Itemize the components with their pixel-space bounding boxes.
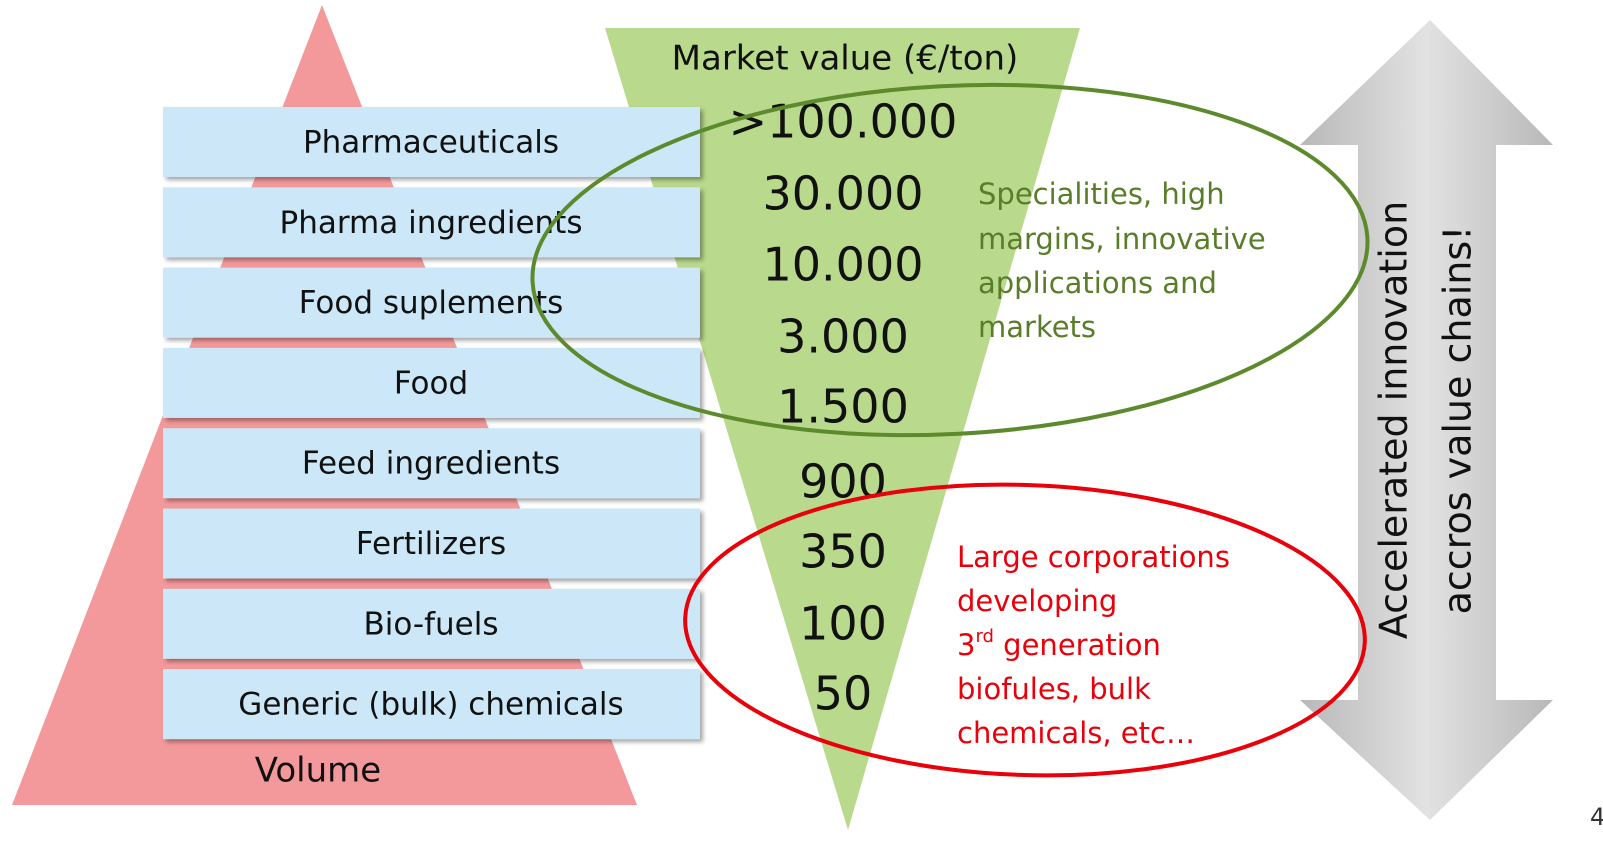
level-value: >100.000 [729,95,958,149]
arrow-text: Accelerated innovation accros value chai… [1372,201,1480,639]
market-value-title: Market value (€/ton) [672,39,1019,79]
green-ellipse [530,82,1370,438]
volume-label: Volume [255,751,381,791]
red-note: Large corporations developing 3rd genera… [957,540,1230,750]
level-label: Generic (bulk) chemicals [238,687,623,723]
level-box [163,669,700,740]
level-box [163,508,700,579]
level-value: 10.000 [763,238,924,292]
level-value: 30.000 [763,167,924,221]
level-box [163,107,700,177]
level-box [163,588,700,659]
level-value: 50 [814,667,873,721]
note-line: Large corporations [957,540,1230,574]
note-line: 3rd generation [957,626,1161,662]
arrow-line: accros value chains! [1436,226,1480,615]
level-value: 350 [799,525,887,579]
page-number: 4 [1590,803,1603,831]
level-box [163,428,700,499]
levels: Pharmaceuticals Pharma ingredients Food su… [163,107,700,740]
level-label: Feed ingredients [302,446,560,482]
note-line: biofules, bulk [957,672,1151,706]
level-value: 900 [799,455,887,509]
note-text: generation [994,628,1161,662]
level-box [163,347,700,418]
level-label: Food suplements [299,285,564,321]
level-value: 100 [799,597,887,651]
level-label: Bio-fuels [363,606,498,642]
level-value: 3.000 [777,310,909,364]
level-label: Food [394,365,468,401]
arrow-line: Accelerated innovation [1372,201,1416,639]
note-line: markets [978,310,1096,344]
level-label: Fertilizers [356,526,506,562]
level-box [163,267,700,338]
red-ellipse [683,482,1367,778]
level-value: 1.500 [777,380,909,434]
double-arrow [1300,20,1553,820]
level-label: Pharma ingredients [280,205,583,241]
level-box [163,187,700,258]
value-triangle [605,28,1080,830]
level-label: Pharmaceuticals [303,125,559,161]
note-line: margins, innovative [978,222,1266,256]
green-note: Specialities, high margins, innovative a… [978,177,1266,344]
note-line: developing [957,584,1117,618]
values: >100.000 30.000 10.000 3.000 1.500 900 350 100 5… [729,95,958,721]
note-line: Specialities, high [978,177,1225,211]
note-line: chemicals, etc… [957,716,1195,750]
note-line: applications and [978,266,1217,300]
note-number: 3 [957,628,975,662]
note-sup: rd [975,626,994,647]
